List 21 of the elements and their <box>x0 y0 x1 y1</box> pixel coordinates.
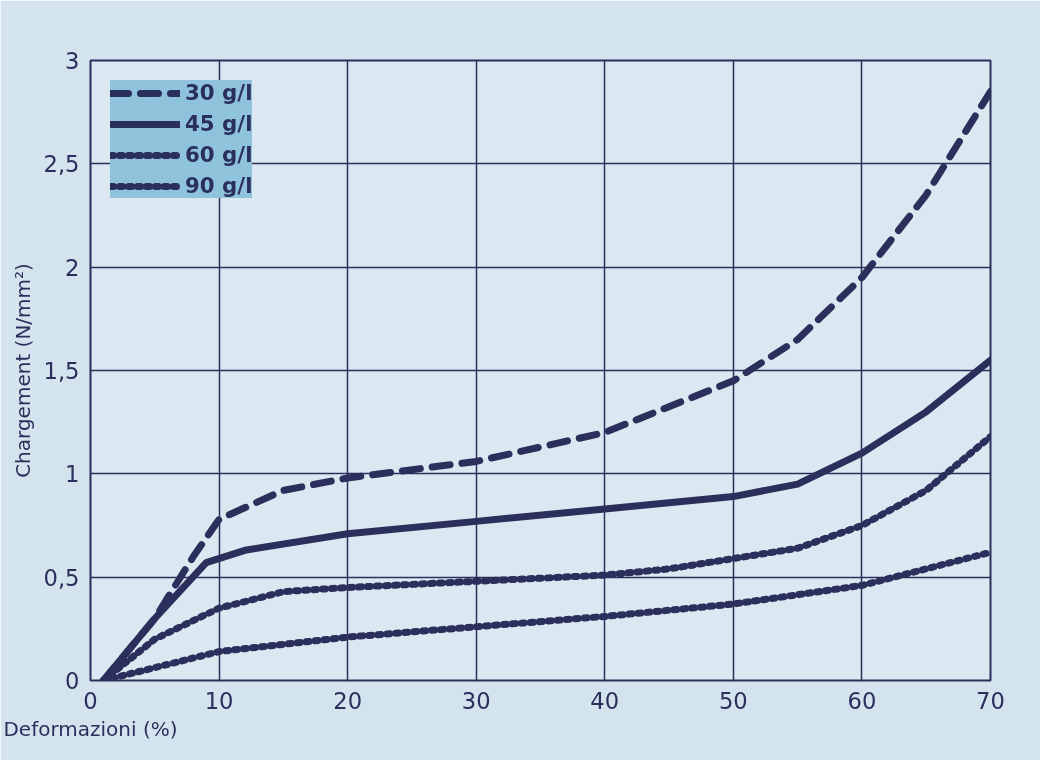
y-tick-label: 2,5 <box>43 151 80 178</box>
y-tick-label: 1,5 <box>43 358 80 384</box>
x-tick-label: 20 <box>333 687 363 714</box>
y-tick-label: 0 <box>65 668 80 694</box>
x-tick-label: 30 <box>461 687 491 714</box>
x-tick-label: 0 <box>83 687 98 714</box>
y-axis-title: Chargement (N/mm²) <box>11 263 36 478</box>
y-tick-label: 0,5 <box>43 564 80 591</box>
x-tick-label: 50 <box>718 687 748 714</box>
x-tick-label: 60 <box>847 687 877 714</box>
x-tick-label: 70 <box>976 687 1005 714</box>
legend-label: 60 g/l <box>185 142 253 167</box>
x-axis-title: Deformazioni (%) <box>3 716 178 741</box>
legend-label: 30 g/l <box>185 80 253 105</box>
y-tick-label: 2 <box>65 254 80 281</box>
x-tick-label: 40 <box>590 687 620 714</box>
y-tick-label: 1 <box>65 461 80 488</box>
y-tick-label: 3 <box>65 48 80 74</box>
legend-label: 45 g/l <box>185 111 253 136</box>
x-tick-label: 10 <box>204 687 234 714</box>
legend-label: 90 g/l <box>185 173 253 198</box>
